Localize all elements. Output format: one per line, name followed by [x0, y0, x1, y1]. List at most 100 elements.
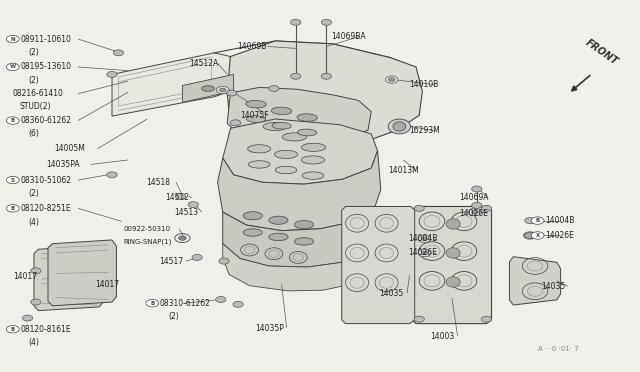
Polygon shape [34, 246, 104, 311]
Text: 14003: 14003 [430, 332, 454, 341]
Circle shape [188, 202, 198, 208]
Text: (6): (6) [29, 129, 40, 138]
Ellipse shape [246, 116, 266, 122]
Circle shape [291, 73, 301, 79]
Text: 14069BA: 14069BA [332, 32, 366, 41]
Text: 14026E: 14026E [545, 231, 574, 240]
Text: 14026E: 14026E [408, 248, 437, 257]
Text: N: N [10, 36, 15, 42]
Ellipse shape [269, 233, 288, 241]
Ellipse shape [294, 221, 314, 229]
Circle shape [414, 205, 424, 211]
Circle shape [321, 19, 332, 25]
Text: 14017: 14017 [95, 280, 119, 289]
Circle shape [468, 208, 481, 216]
Circle shape [269, 86, 279, 92]
Circle shape [421, 251, 428, 255]
Ellipse shape [269, 216, 288, 224]
Text: (2): (2) [29, 48, 40, 57]
Circle shape [531, 232, 544, 239]
Circle shape [291, 19, 301, 25]
Circle shape [113, 50, 124, 56]
Polygon shape [48, 240, 116, 306]
Polygon shape [227, 87, 371, 142]
Ellipse shape [248, 145, 271, 153]
Text: 08310-51062: 08310-51062 [20, 176, 72, 185]
Text: 08911-10610: 08911-10610 [20, 35, 71, 44]
Ellipse shape [272, 122, 291, 129]
Polygon shape [509, 257, 561, 305]
Text: 14035PA: 14035PA [46, 160, 80, 169]
Circle shape [6, 117, 19, 124]
Text: A · ·0 ·01· 7: A · ·0 ·01· 7 [538, 346, 579, 352]
Circle shape [107, 71, 117, 77]
Circle shape [421, 237, 428, 241]
Text: 08120-8161E: 08120-8161E [20, 325, 71, 334]
Ellipse shape [243, 229, 262, 236]
Text: 14010B: 14010B [410, 80, 439, 89]
Ellipse shape [446, 277, 460, 287]
Ellipse shape [294, 238, 314, 245]
Polygon shape [227, 41, 422, 144]
Text: (2): (2) [29, 189, 40, 198]
Text: 14035: 14035 [379, 289, 403, 298]
Circle shape [385, 76, 398, 83]
Polygon shape [412, 206, 492, 324]
Text: X: X [536, 233, 540, 238]
Circle shape [531, 217, 544, 224]
Ellipse shape [275, 166, 297, 174]
Text: 14026E: 14026E [459, 209, 488, 218]
Circle shape [418, 249, 431, 257]
Text: 14513: 14513 [174, 208, 198, 217]
Ellipse shape [388, 119, 411, 134]
Text: S: S [11, 177, 15, 183]
Text: 14075F: 14075F [240, 111, 269, 120]
Text: 14005M: 14005M [54, 144, 85, 153]
Polygon shape [342, 206, 415, 324]
Text: 14035P: 14035P [255, 324, 284, 333]
Text: 14069A: 14069A [459, 193, 488, 202]
Circle shape [192, 254, 202, 260]
Ellipse shape [302, 172, 324, 179]
Text: 16293M: 16293M [410, 126, 440, 135]
Text: 14013M: 14013M [388, 166, 419, 174]
Circle shape [481, 316, 492, 322]
Text: B: B [11, 327, 15, 332]
Polygon shape [223, 238, 378, 291]
Text: 14518: 14518 [146, 178, 170, 187]
Ellipse shape [246, 100, 266, 108]
Circle shape [219, 258, 229, 264]
Text: 14017: 14017 [13, 272, 37, 280]
Circle shape [31, 299, 41, 305]
Circle shape [233, 301, 243, 307]
Circle shape [6, 63, 19, 71]
Ellipse shape [243, 212, 262, 220]
Circle shape [220, 88, 226, 92]
Circle shape [22, 315, 33, 321]
Text: RING-SNAP(1): RING-SNAP(1) [124, 238, 172, 245]
Circle shape [230, 120, 241, 126]
Text: FRONT: FRONT [584, 38, 620, 67]
Circle shape [216, 296, 226, 302]
Circle shape [524, 232, 536, 239]
Circle shape [227, 90, 237, 96]
Ellipse shape [446, 248, 460, 258]
Circle shape [414, 316, 424, 322]
Ellipse shape [301, 156, 324, 164]
Text: 08360-61262: 08360-61262 [20, 116, 72, 125]
Circle shape [31, 268, 41, 274]
Polygon shape [218, 151, 381, 231]
Circle shape [388, 78, 395, 81]
Ellipse shape [248, 161, 270, 168]
Circle shape [6, 176, 19, 184]
Text: B: B [150, 301, 154, 306]
Ellipse shape [202, 86, 214, 92]
Circle shape [107, 172, 117, 178]
Circle shape [175, 193, 186, 199]
Text: 14517: 14517 [159, 257, 183, 266]
Ellipse shape [393, 122, 406, 131]
Ellipse shape [298, 129, 317, 136]
Circle shape [321, 73, 332, 79]
Text: 08195-13610: 08195-13610 [20, 62, 72, 71]
Text: 14035: 14035 [541, 282, 565, 291]
